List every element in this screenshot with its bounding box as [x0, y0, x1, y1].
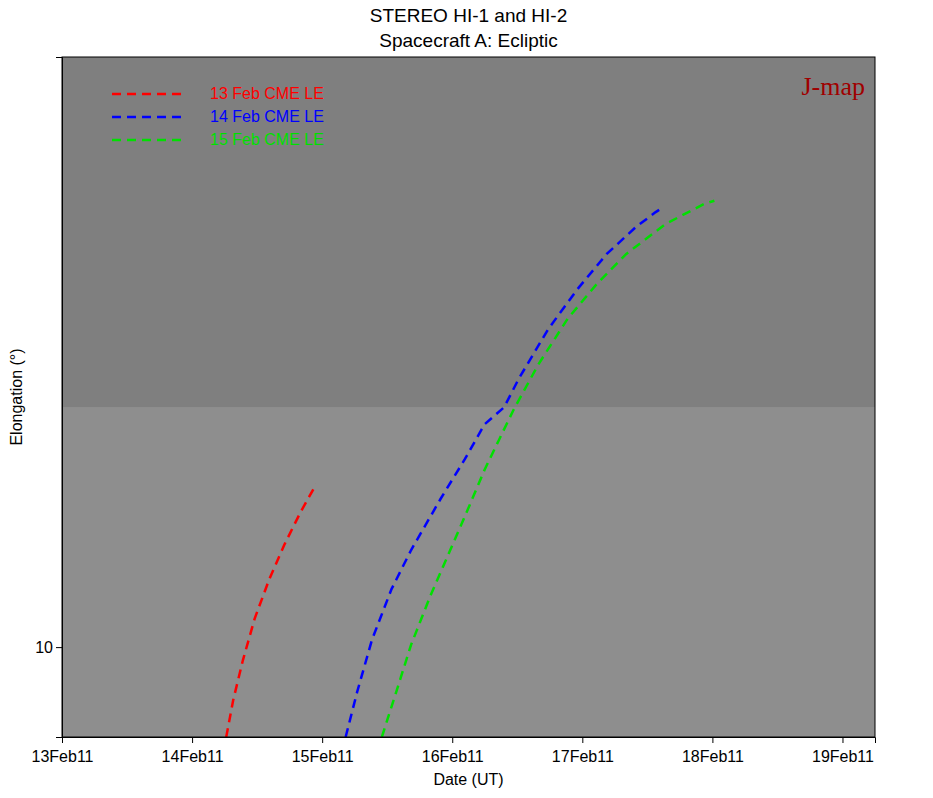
- legend-label: 13 Feb CME LE: [210, 85, 324, 102]
- x-tick-label: 13Feb11: [32, 748, 94, 765]
- x-tick-label: 18Feb11: [682, 748, 744, 765]
- legend: 13 Feb CME LE 14 Feb CME LE 15 Feb CME LE: [112, 85, 324, 148]
- x-tick: 17Feb11: [552, 737, 614, 765]
- x-tick: 13Feb11: [32, 737, 94, 765]
- plot-area: [226, 201, 714, 737]
- x-tick-mark: [842, 737, 843, 743]
- x-tick-label: 17Feb11: [552, 748, 614, 765]
- x-tick: 16Feb11: [422, 737, 484, 765]
- chart: 13Feb11 14Feb11 15Feb11 16Feb11 17Feb11 18Feb…: [0, 0, 933, 798]
- legend-swatch: [112, 116, 184, 119]
- y-axis-title: Elongation (°): [8, 348, 25, 445]
- x-axis: 13Feb11 14Feb11 15Feb11 16Feb11 17Feb11 18Feb…: [32, 737, 876, 765]
- x-axis-line: [63, 738, 876, 744]
- y-tick-mark: [56, 647, 62, 648]
- y-axis: 10: [35, 58, 62, 738]
- x-tick: 14Feb11: [162, 737, 224, 765]
- y-tick: 10: [35, 639, 62, 656]
- x-tick-label: 19Feb11: [812, 748, 874, 765]
- cme-track: [382, 201, 715, 737]
- legend-swatch: [112, 139, 184, 142]
- legend-label: 15 Feb CME LE: [210, 131, 324, 148]
- legend-swatch: [112, 93, 184, 96]
- subtitle: Spacecraft A: Ecliptic: [379, 30, 557, 51]
- x-tick-mark: [582, 737, 583, 743]
- x-tick-label: 15Feb11: [292, 748, 354, 765]
- x-tick-mark: [322, 737, 323, 743]
- x-tick-mark: [192, 737, 193, 743]
- x-tick-mark: [452, 737, 453, 743]
- title: STEREO HI-1 and HI-2: [370, 5, 567, 26]
- legend-label: 14 Feb CME LE: [210, 108, 324, 125]
- x-tick: 19Feb11: [812, 737, 874, 765]
- x-axis-title: Date (UT): [433, 771, 503, 788]
- annotation: J-map: [801, 72, 865, 101]
- cme-track: [346, 209, 661, 737]
- image-background-hi2: [62, 57, 875, 408]
- x-tick-label: 16Feb11: [422, 748, 484, 765]
- x-tick: 18Feb11: [682, 737, 744, 765]
- plot-frame: [62, 57, 875, 737]
- image-background-hi1: [62, 408, 875, 737]
- x-tick-label: 14Feb11: [162, 748, 224, 765]
- cme-track: [226, 484, 316, 737]
- x-tick: 15Feb11: [292, 737, 354, 765]
- y-axis-line: [56, 58, 63, 738]
- x-tick-mark: [712, 737, 713, 743]
- y-tick-label: 10: [35, 639, 53, 656]
